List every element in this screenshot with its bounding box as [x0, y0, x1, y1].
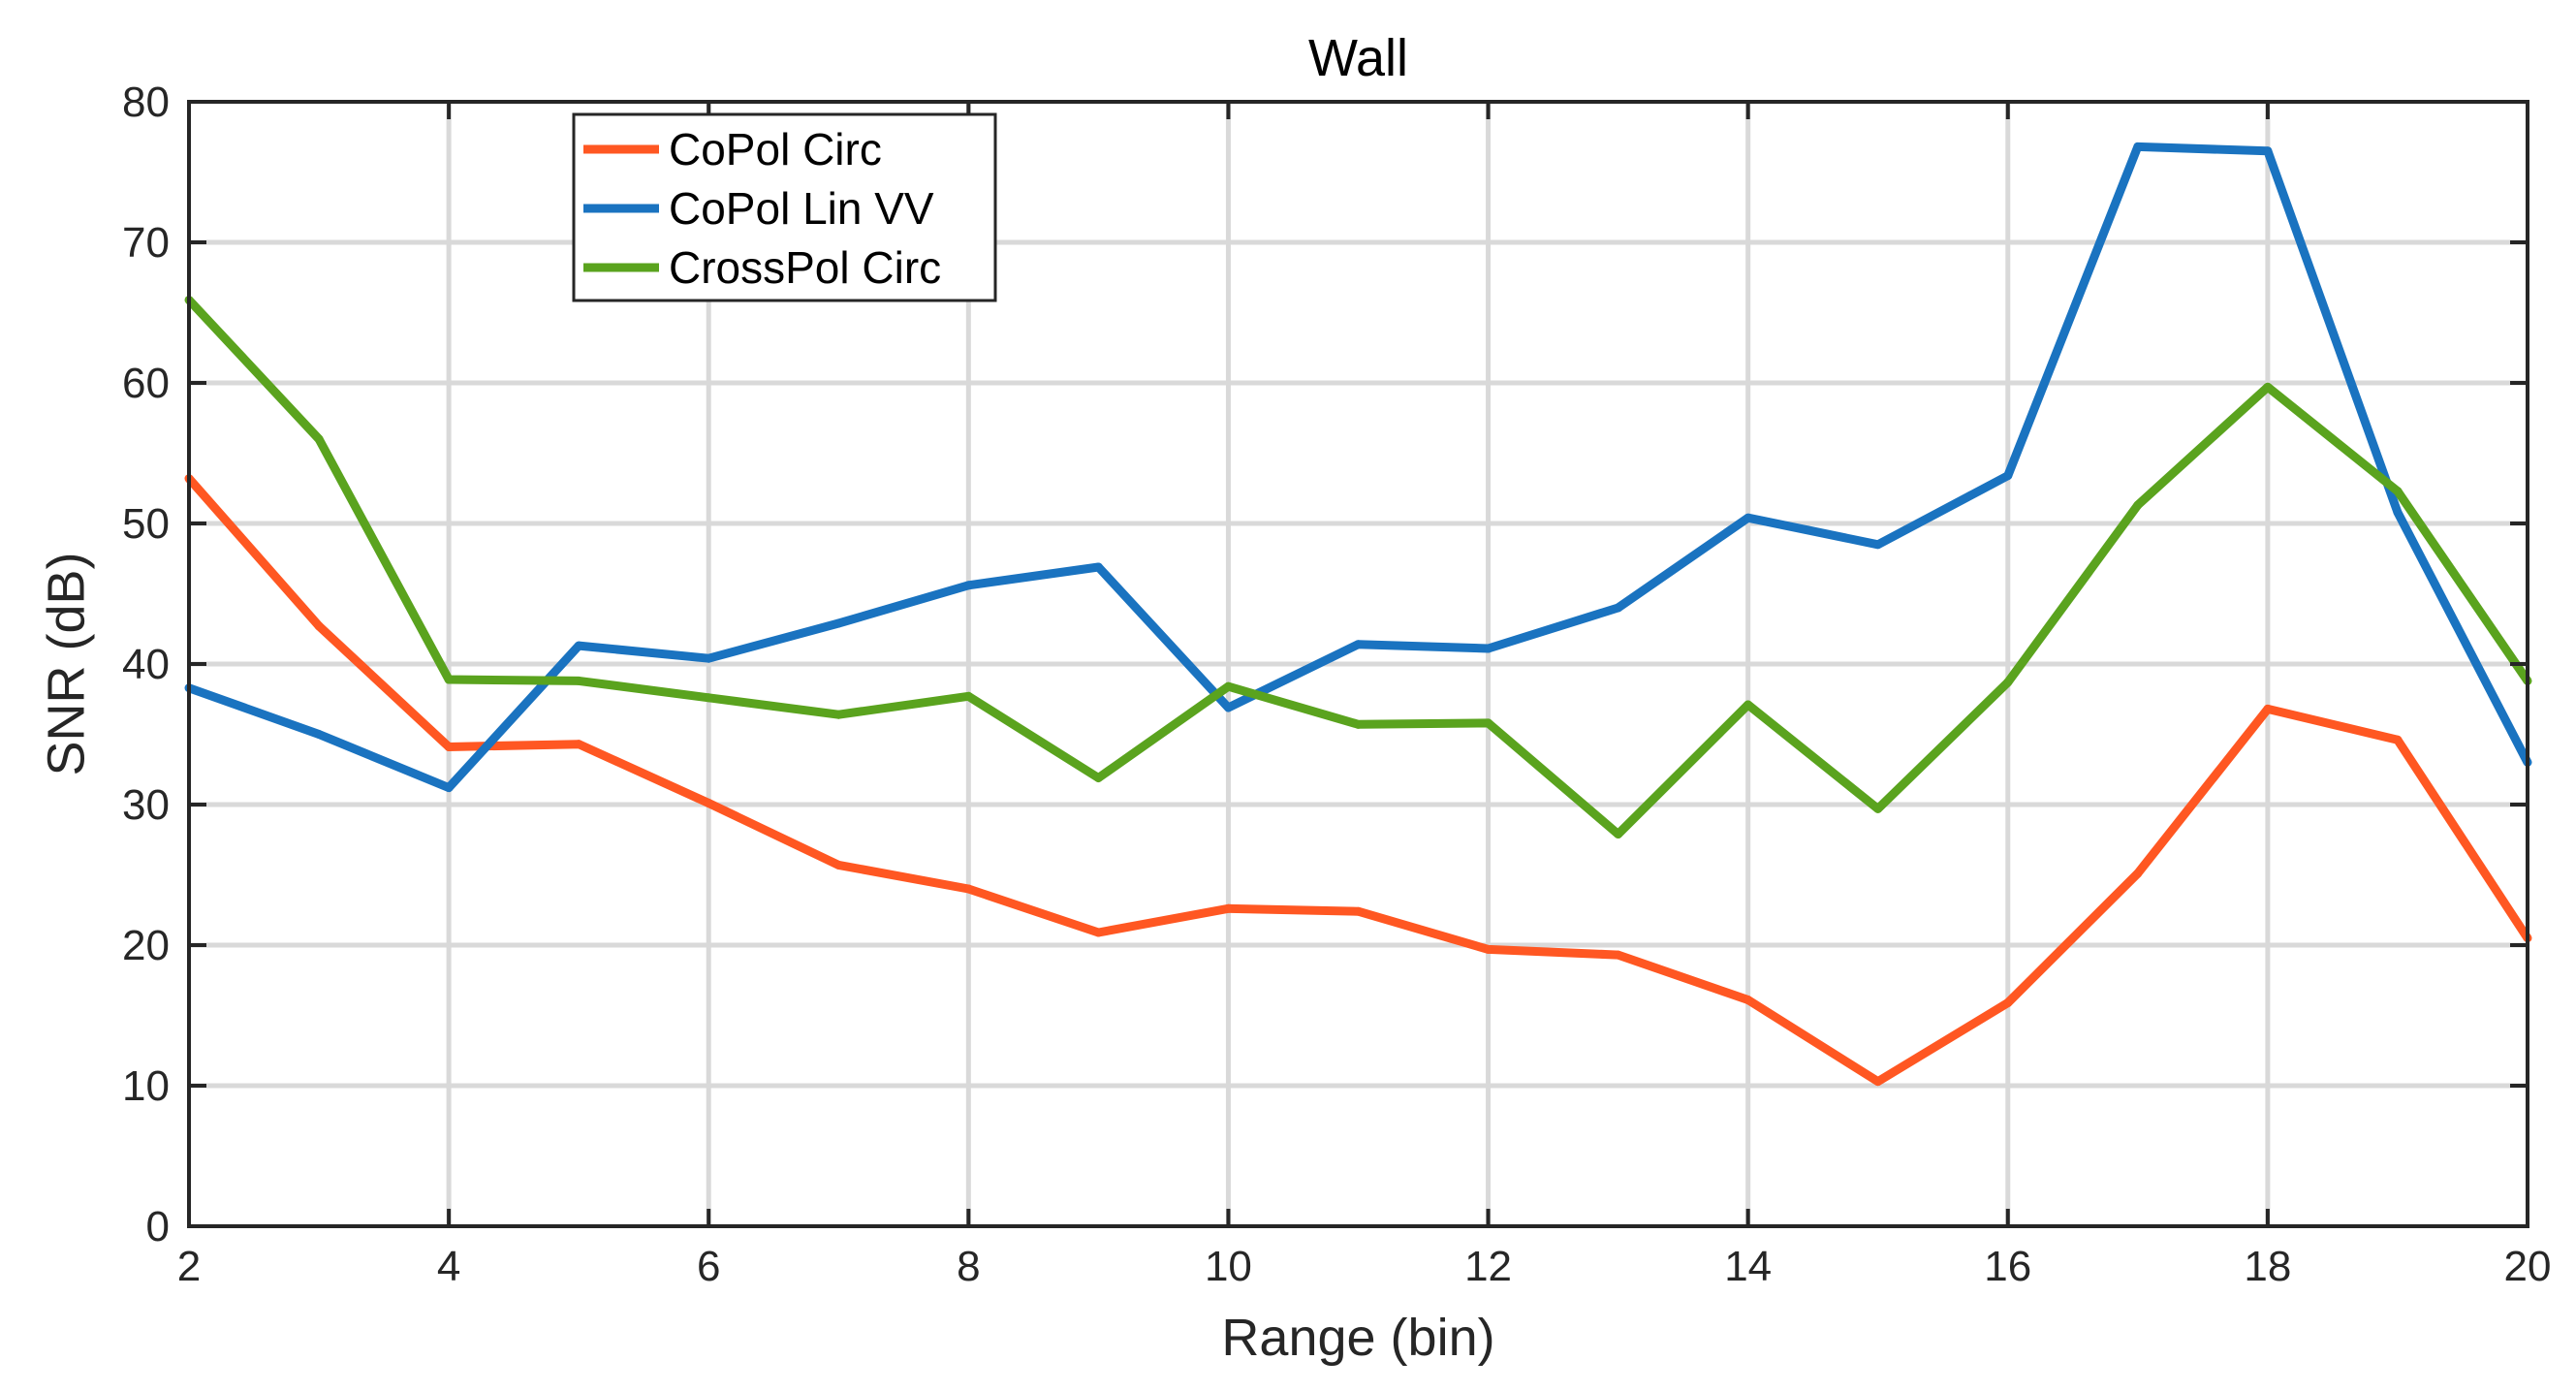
- series-crosspol-circ: [184, 295, 2532, 838]
- data-point-crosspol-circ: [833, 710, 843, 719]
- data-point-copol-circ: [2003, 997, 2013, 1007]
- data-point-copol-lin-vv: [963, 581, 973, 590]
- data-point-copol-lin-vv: [1873, 540, 1883, 550]
- data-point-crosspol-circ: [963, 691, 973, 701]
- x-tick-label: 10: [1205, 1243, 1252, 1290]
- data-point-crosspol-circ: [444, 675, 454, 684]
- series-lines: [184, 142, 2532, 1087]
- series-copol-lin-vv: [184, 142, 2532, 793]
- data-point-copol-lin-vv: [833, 618, 843, 628]
- data-point-crosspol-circ: [1873, 804, 1883, 813]
- data-point-copol-circ: [1744, 996, 1753, 1005]
- y-tick-label: 20: [122, 922, 170, 969]
- data-point-crosspol-circ: [2263, 382, 2273, 392]
- data-point-copol-lin-vv: [1223, 703, 1233, 712]
- data-point-copol-lin-vv: [2003, 471, 2013, 481]
- x-axis-label: Range (bin): [1221, 1309, 1494, 1367]
- data-point-copol-circ: [2133, 869, 2143, 878]
- y-tick-label: 50: [122, 500, 170, 548]
- x-tick-label: 12: [1464, 1243, 1512, 1290]
- legend: CoPol Circ CoPol Lin VV CrossPol Circ: [572, 112, 997, 302]
- legend-label-crosspol-circ: CrossPol Circ: [669, 242, 941, 293]
- data-point-crosspol-circ: [1093, 773, 1103, 782]
- data-point-copol-lin-vv: [1093, 562, 1103, 572]
- y-tick-label: 70: [122, 219, 170, 267]
- data-point-copol-circ: [1093, 928, 1103, 937]
- data-point-copol-circ: [2393, 735, 2403, 744]
- y-tick-label: 60: [122, 360, 170, 407]
- x-tick-label: 18: [2244, 1243, 2291, 1290]
- y-tick-label: 80: [122, 79, 170, 126]
- series-line-copol-circ: [185, 475, 2531, 1087]
- data-point-copol-lin-vv: [314, 730, 324, 739]
- legend-label-copol-lin-vv: CoPol Lin VV: [669, 183, 934, 234]
- data-point-crosspol-circ: [2003, 678, 2013, 687]
- x-tick-label: 8: [957, 1243, 980, 1290]
- data-point-copol-lin-vv: [2133, 142, 2143, 151]
- data-point-copol-circ: [2263, 704, 2273, 713]
- y-tick-label: 10: [122, 1062, 170, 1110]
- data-point-copol-lin-vv: [2263, 146, 2273, 156]
- data-point-copol-circ: [1354, 906, 1363, 916]
- data-point-copol-circ: [963, 884, 973, 894]
- x-tick-label: 6: [697, 1243, 720, 1290]
- data-point-copol-lin-vv: [1484, 644, 1493, 653]
- data-point-crosspol-circ: [1223, 681, 1233, 691]
- series-copol-circ: [184, 474, 2532, 1087]
- data-point-copol-lin-vv: [1744, 513, 1753, 522]
- x-tick-label: 2: [177, 1243, 201, 1290]
- data-point-crosspol-circ: [704, 693, 713, 703]
- x-tick-label: 14: [1724, 1243, 1772, 1290]
- data-point-copol-circ: [1223, 903, 1233, 913]
- y-axis-label: SNR (dB): [37, 552, 95, 775]
- series-line-crosspol-circ: [185, 297, 2531, 838]
- data-point-copol-circ: [1873, 1077, 1883, 1087]
- data-point-copol-lin-vv: [574, 641, 583, 650]
- grid: [189, 102, 2528, 1226]
- data-point-copol-circ: [1484, 944, 1493, 954]
- x-tick-label: 16: [1984, 1243, 2031, 1290]
- data-point-copol-lin-vv: [1354, 640, 1363, 649]
- data-point-copol-circ: [574, 740, 583, 749]
- y-tick-label: 0: [146, 1203, 170, 1250]
- y-tick-label: 40: [122, 641, 170, 688]
- axis-ticks: 2 4 6 8 10 12 14 16 18 20 0 10 20 30 40 50 60 70 80: [122, 79, 2551, 1290]
- data-point-crosspol-circ: [2133, 500, 2143, 510]
- x-tick-label: 4: [437, 1243, 460, 1290]
- data-point-crosspol-circ: [1484, 718, 1493, 728]
- data-point-copol-lin-vv: [1614, 603, 1623, 613]
- data-point-copol-circ: [1614, 950, 1623, 960]
- data-point-copol-circ: [314, 621, 324, 631]
- data-point-crosspol-circ: [314, 434, 324, 444]
- data-point-copol-circ: [444, 743, 454, 752]
- data-point-crosspol-circ: [1744, 700, 1753, 710]
- x-tick-label: 20: [2504, 1243, 2552, 1290]
- y-tick-label: 30: [122, 781, 170, 829]
- data-point-crosspol-circ: [1354, 719, 1363, 729]
- data-point-copol-lin-vv: [704, 653, 713, 663]
- data-point-crosspol-circ: [1614, 829, 1623, 838]
- data-point-copol-circ: [704, 799, 713, 808]
- data-point-copol-circ: [833, 860, 843, 870]
- data-point-crosspol-circ: [574, 676, 583, 685]
- data-point-crosspol-circ: [2393, 487, 2403, 496]
- data-point-copol-lin-vv: [444, 783, 454, 793]
- legend-label-copol-circ: CoPol Circ: [669, 124, 882, 174]
- data-point-copol-lin-vv: [2393, 507, 2403, 517]
- chart-title: Wall: [1308, 29, 1408, 87]
